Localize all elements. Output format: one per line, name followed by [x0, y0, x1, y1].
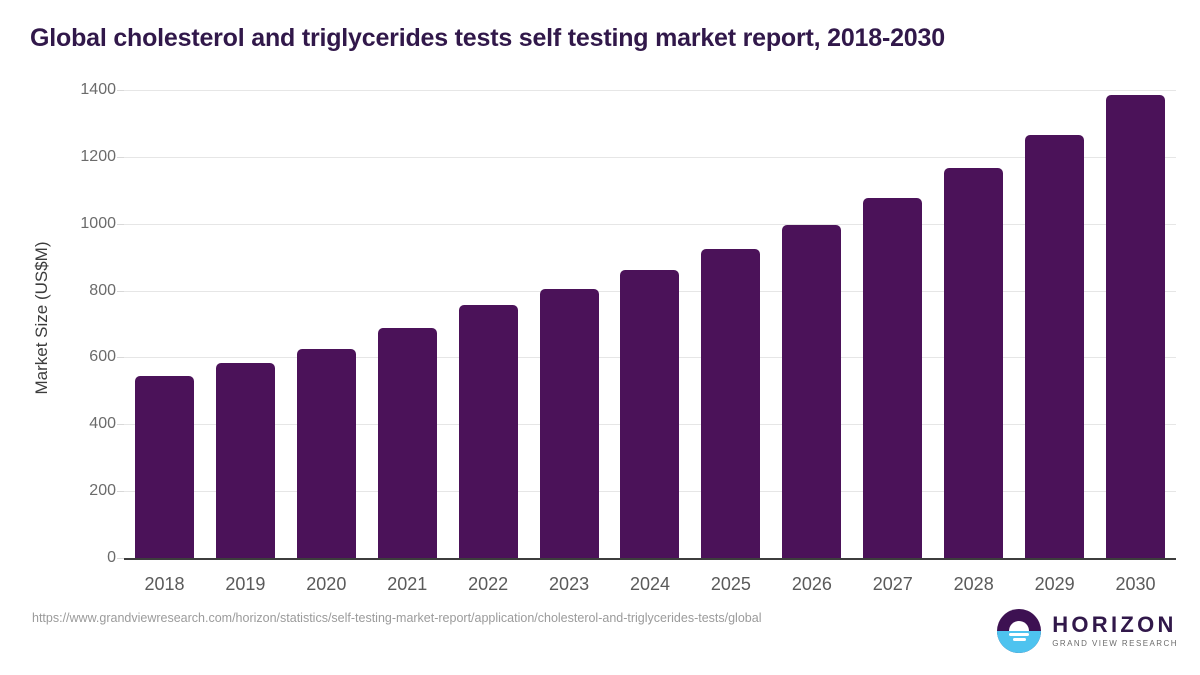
horizon-logo[interactable]: HORIZON GRAND VIEW RESEARCH [997, 609, 1178, 653]
bar[interactable] [1025, 134, 1085, 558]
bar-slot [205, 90, 286, 558]
bar[interactable] [215, 363, 275, 558]
logo-subtitle: GRAND VIEW RESEARCH [1052, 639, 1178, 648]
gridline [124, 156, 1176, 158]
y-axis-tick [117, 424, 124, 426]
bar-slot [1014, 90, 1095, 558]
bar[interactable] [458, 304, 518, 558]
bar[interactable] [1106, 95, 1166, 558]
bar[interactable] [377, 328, 437, 558]
logo-lower-half [997, 631, 1042, 653]
y-axis-tick [117, 156, 124, 158]
x-tick-label: 2021 [387, 574, 428, 594]
y-axis-title: Market Size (US$M) [32, 241, 51, 395]
x-tick-label: 2023 [549, 574, 590, 594]
y-tick-label: 1200 [80, 147, 116, 165]
bar[interactable] [539, 289, 599, 558]
logo-sun-shape [1009, 621, 1030, 631]
y-tick-label: 600 [89, 348, 116, 366]
bar-slot [852, 90, 933, 558]
bar[interactable] [620, 269, 680, 558]
y-tick-label: 0 [107, 549, 116, 566]
bar-slot [124, 90, 205, 558]
plot-area: Market Size (US$M) 0 200 400 600 800 1000 1200… [0, 81, 1200, 594]
x-tick-label: 2018 [144, 574, 185, 594]
bar-slot [367, 90, 448, 558]
bar[interactable] [134, 376, 194, 558]
source-url[interactable]: https://www.grandviewresearch.com/horizo… [32, 611, 762, 625]
bar-slot [529, 90, 610, 558]
bar[interactable] [296, 349, 356, 558]
x-tick-label: 2028 [953, 574, 994, 594]
bar-slot [448, 90, 529, 558]
bar-slot [1095, 90, 1176, 558]
bar[interactable] [701, 249, 761, 558]
bar-series [124, 90, 1176, 558]
x-tick-label: 2019 [225, 574, 266, 594]
horizon-sun-circle-icon [997, 609, 1042, 653]
logo-ray-top [1009, 633, 1030, 636]
bar-slot [286, 90, 367, 558]
y-axis-tick [117, 290, 124, 292]
bar-slot [690, 90, 771, 558]
x-tick-label: 2022 [468, 574, 509, 594]
y-axis-tick [117, 491, 124, 493]
x-tick-label: 2027 [872, 574, 913, 594]
y-axis-tick [117, 90, 124, 91]
gridline [124, 90, 1176, 91]
logo-name: HORIZON [1052, 612, 1177, 637]
bar[interactable] [782, 225, 842, 558]
logo-text: HORIZON GRAND VIEW RESEARCH [1052, 614, 1178, 648]
x-tick-label: 2026 [791, 574, 832, 594]
footer: https://www.grandviewresearch.com/horizo… [0, 605, 1200, 675]
y-axis-tick [117, 558, 124, 559]
x-tick-label: 2025 [710, 574, 751, 594]
y-axis-tick [117, 357, 124, 359]
x-axis-tick-labels: 2018 2019 2020 2021 2022 2023 2024 2025 2026 2027… [124, 562, 1176, 595]
x-tick-label: 2030 [1115, 574, 1156, 594]
logo-ray-bottom [1012, 638, 1026, 641]
y-tick-label: 1000 [80, 214, 116, 232]
y-tick-label: 400 [89, 415, 116, 433]
bar-slot [933, 90, 1014, 558]
bar[interactable] [944, 168, 1004, 558]
x-tick-label: 2020 [306, 574, 347, 594]
x-tick-label: 2024 [629, 574, 671, 594]
y-tick-label: 800 [89, 281, 116, 299]
y-axis-tick-labels: 0 200 400 600 800 1000 1200 1400 [60, 81, 116, 566]
page-title: Global cholesterol and triglycerides tes… [30, 24, 945, 52]
x-tick-label: 2029 [1034, 574, 1075, 594]
x-axis-line [124, 558, 1176, 560]
gridline [124, 223, 1176, 225]
bar-slot [771, 90, 852, 558]
y-axis-tick [117, 223, 124, 225]
y-tick-label: 1400 [80, 81, 116, 98]
y-tick-label: 200 [89, 482, 116, 500]
bar[interactable] [863, 197, 923, 558]
bar-slot [610, 90, 691, 558]
